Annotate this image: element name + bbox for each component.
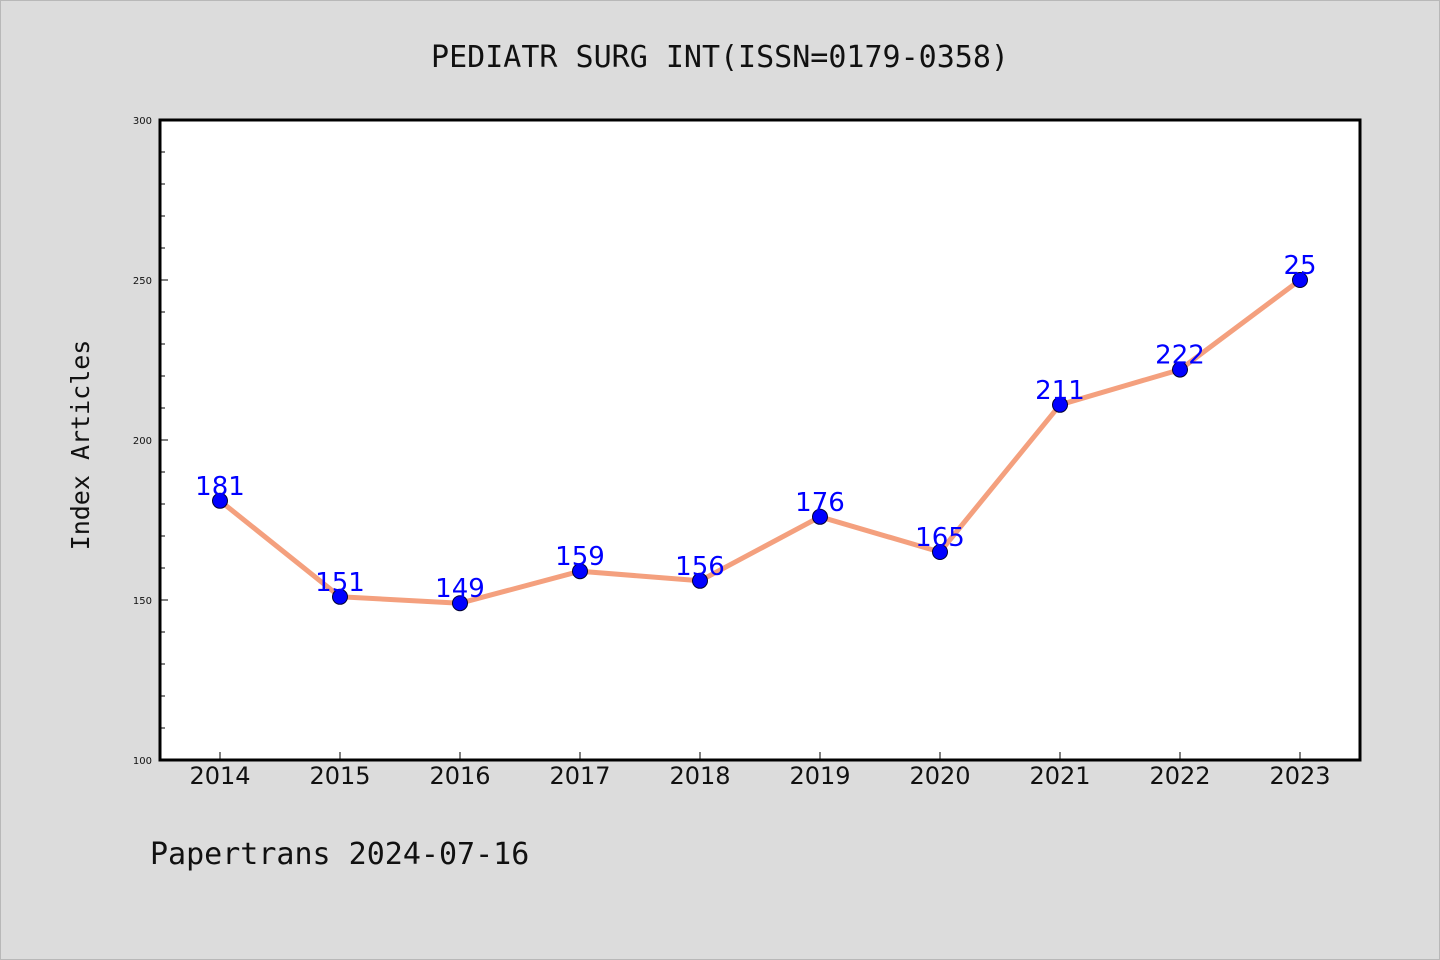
data-point xyxy=(812,508,828,525)
series-layer: 181 151 149 159 156 176 165 211 222 25 xyxy=(195,251,1317,612)
x-tick-label: 2015 xyxy=(309,762,370,790)
data-label: 149 xyxy=(435,574,485,604)
data-point xyxy=(1052,396,1068,413)
data-point xyxy=(572,563,588,580)
data-label: 151 xyxy=(315,568,365,598)
y-axis-ticks: 100 150 200 250 300 xyxy=(133,116,168,767)
data-label: 159 xyxy=(555,542,605,572)
data-label: 181 xyxy=(195,472,245,502)
data-label: 165 xyxy=(915,523,965,553)
plot-area xyxy=(158,118,1362,762)
data-point xyxy=(932,544,948,560)
x-tick-label: 2018 xyxy=(669,762,730,790)
x-tick-label: 2020 xyxy=(909,762,970,790)
data-point xyxy=(1172,361,1188,378)
x-tick-label: 2021 xyxy=(1029,762,1090,790)
data-point xyxy=(332,588,348,605)
x-tick-label: 2016 xyxy=(429,762,490,790)
y-tick-label: 150 xyxy=(133,596,152,607)
chart-title: PEDIATR SURG INT(ISSN=0179-0358) xyxy=(431,40,1009,75)
x-axis-ticks: 2014 2015 2016 2017 2018 2019 2020 2021 2022 2023 xyxy=(189,752,1331,790)
data-point xyxy=(1292,272,1308,288)
y-tick-label: 250 xyxy=(133,276,152,287)
x-tick-label: 2022 xyxy=(1149,762,1210,790)
x-tick-label: 2017 xyxy=(549,762,610,790)
footer-watermark: Papertrans 2024-07-16 xyxy=(150,837,529,872)
data-point xyxy=(212,492,228,509)
x-tick-label: 2014 xyxy=(189,762,250,790)
series-line xyxy=(217,277,1303,606)
y-axis-label: Index Articles xyxy=(66,340,95,551)
data-point xyxy=(452,595,468,612)
y-tick-label: 300 xyxy=(133,116,152,127)
data-point xyxy=(692,572,708,589)
data-label: 176 xyxy=(795,488,845,518)
data-label: 156 xyxy=(675,552,725,582)
x-tick-label: 2019 xyxy=(789,762,850,790)
data-label: 211 xyxy=(1035,376,1085,406)
y-tick-label: 200 xyxy=(133,436,152,447)
x-tick-label: 2023 xyxy=(1269,762,1330,790)
data-label: 25 xyxy=(1283,251,1316,281)
y-tick-label: 100 xyxy=(133,756,152,767)
data-label: 222 xyxy=(1155,341,1205,371)
